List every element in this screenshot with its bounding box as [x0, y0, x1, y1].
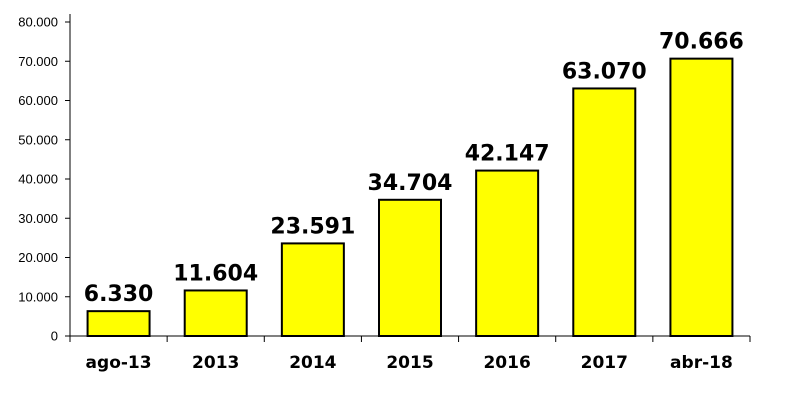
bar-2014: [280, 242, 345, 337]
y-tick-label: 60.000: [18, 93, 58, 108]
y-tick-label: 30.000: [18, 211, 58, 226]
data-label-ago-13: 6.330: [84, 282, 154, 307]
y-tick-label: 40.000: [18, 172, 58, 187]
bar-ago-13: [86, 310, 151, 338]
bar-2017: [572, 87, 637, 337]
data-label-2013: 11.604: [173, 261, 258, 286]
category-label-2016: 2016: [483, 353, 530, 373]
data-labels: 6.330 11.604 23.591 34.704 42.147 63.070 70.66…: [84, 30, 744, 308]
y-tick-label: 10.000: [18, 289, 58, 304]
bar-2016: [475, 169, 540, 337]
bar-2015: [378, 198, 442, 337]
category-label-2015: 2015: [386, 353, 433, 373]
bars: [86, 57, 734, 338]
category-label-ago-13: ago-13: [86, 353, 152, 373]
data-label-2014: 23.591: [270, 214, 355, 239]
bar-abr-18: [669, 57, 734, 337]
data-label-2016: 42.147: [465, 142, 550, 167]
category-label-2017: 2017: [581, 353, 628, 373]
category-labels: ago-13 2013 2014 2015 2016 2017 abr-18: [86, 353, 733, 373]
data-label-2015: 34.704: [368, 171, 453, 196]
category-label-2013: 2013: [192, 353, 239, 373]
y-tick-label: 0: [51, 329, 58, 344]
x-axis: [69, 335, 751, 342]
data-label-abr-18: 70.666: [659, 30, 744, 55]
category-label-2014: 2014: [289, 353, 336, 373]
category-label-abr-18: abr-18: [670, 353, 733, 373]
y-tick-label: 50.000: [18, 132, 58, 147]
y-tick-label: 70.000: [18, 54, 58, 69]
bar-2013: [183, 289, 248, 338]
data-label-2017: 63.070: [562, 59, 647, 84]
y-tick-labels: 0 10.000 20.000 30.000 40.000 50.000 60.000 70.…: [18, 15, 70, 344]
y-tick-label: 80.000: [18, 15, 58, 30]
y-tick-label: 20.000: [18, 250, 58, 265]
